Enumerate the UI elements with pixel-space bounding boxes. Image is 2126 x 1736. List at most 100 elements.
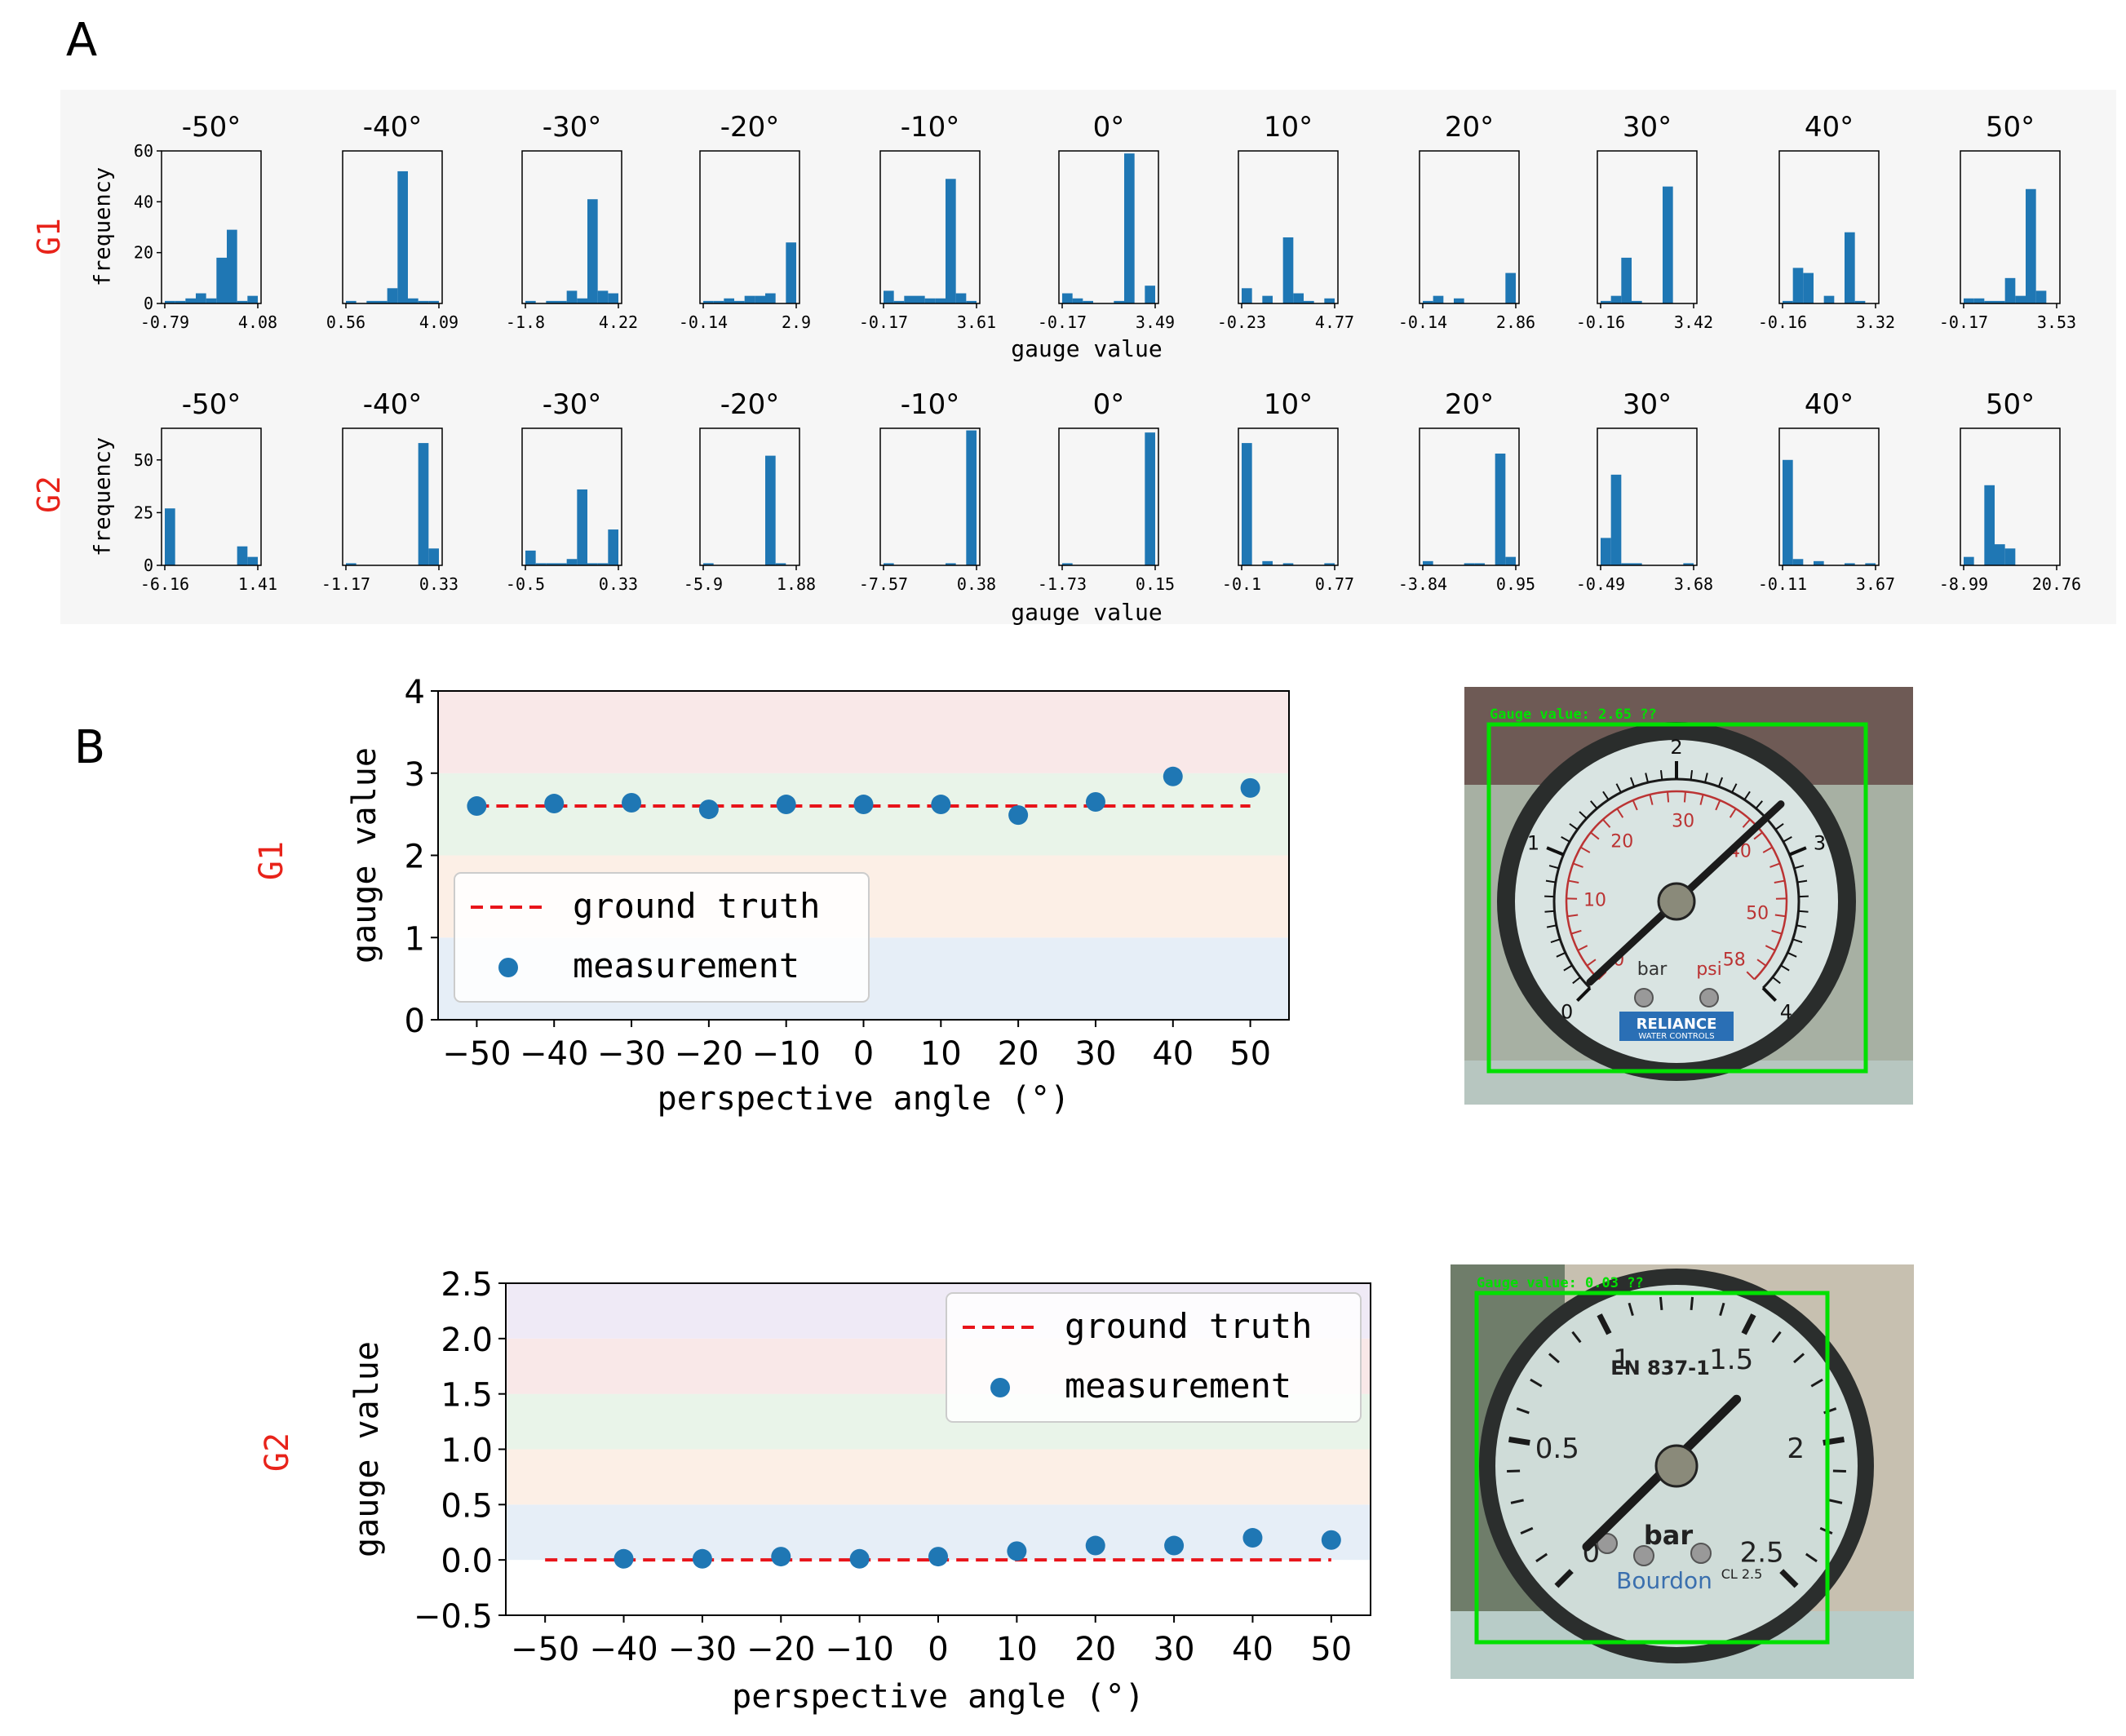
row-group-label: G1 — [31, 218, 67, 255]
dial-tick — [1690, 1296, 1694, 1310]
histogram-bar — [237, 546, 248, 565]
histogram-bar — [1663, 186, 1673, 303]
dial-tick — [1602, 818, 1611, 828]
legend: ground truth measurement — [454, 872, 870, 1003]
dial-tick — [1746, 1313, 1755, 1327]
histogram-2-2: -40° -1.17 0.33 — [321, 388, 458, 594]
dial-tick — [1772, 976, 1781, 985]
histogram-bar — [1984, 485, 1995, 565]
scatter-chart-g1: −50 −40 −30 −20 −10 0 10 20 30 40 50 0 1 2 3 4 perspecti… — [253, 674, 1290, 1118]
histogram-bar — [724, 298, 734, 303]
histogram-title: -30° — [543, 111, 602, 144]
dial-tick — [1774, 914, 1786, 918]
histogram-bar — [1145, 286, 1155, 303]
measurement-point — [1085, 1535, 1105, 1556]
x-tick-label: 0.15 — [1136, 574, 1175, 594]
dial-tick — [1516, 1407, 1530, 1415]
histogram-bar — [1242, 443, 1252, 565]
dial-tick — [1586, 959, 1597, 967]
histogram-bar — [1062, 293, 1073, 303]
measurement-point — [692, 1548, 712, 1569]
histogram-bar — [577, 298, 587, 303]
y-tick-label: −0.5 — [414, 1598, 493, 1636]
dial-tick — [1568, 879, 1579, 884]
x-tick-label: -0.1 — [1222, 574, 1261, 594]
histogram-bar — [966, 300, 977, 303]
x-tick-label: -0.17 — [859, 312, 908, 332]
x-tick-label: -0.14 — [679, 312, 728, 332]
histogram-bar — [387, 288, 398, 303]
histogram-frame — [1597, 427, 1698, 566]
histogram-bar — [428, 300, 439, 303]
histogram-bar — [1814, 560, 1824, 565]
histogram-bar — [1262, 560, 1273, 565]
dial-tick — [1774, 822, 1784, 830]
x-tick-label: 0.38 — [957, 574, 996, 594]
psi-scale-label: 30 — [1672, 811, 1694, 831]
histogram-bar — [1621, 257, 1632, 303]
histogram-bar — [1632, 563, 1642, 565]
panel-label-a: A — [66, 14, 97, 67]
screw — [1597, 1533, 1618, 1554]
histogram-bar — [703, 563, 714, 565]
x-tick-label: -0.17 — [1038, 312, 1087, 332]
histogram-title: -10° — [901, 388, 960, 421]
histogram-title: -20° — [720, 388, 780, 421]
dial-tick — [1616, 808, 1624, 818]
dial-tick — [1577, 945, 1588, 951]
psi-scale-label: 20 — [1610, 832, 1633, 852]
dial-tick — [1715, 799, 1721, 811]
histogram-bar — [346, 300, 357, 303]
x-tick-label: -6.16 — [140, 574, 189, 594]
psi-scale-label: 50 — [1746, 904, 1769, 924]
histogram-bar — [247, 295, 258, 303]
histogram-title: 10° — [1264, 111, 1313, 144]
histogram-frame — [1778, 427, 1880, 566]
x-tick-label: 4.09 — [419, 312, 458, 332]
histogram-bar — [597, 563, 609, 565]
x-tick-label: -8.99 — [1939, 574, 1988, 594]
histogram-bar — [2015, 295, 2026, 303]
dial-tick — [1582, 987, 1591, 996]
dial-tick — [1649, 794, 1654, 805]
dial-tick — [1544, 910, 1555, 913]
histogram-bar — [587, 199, 598, 303]
dial-tick — [1520, 1526, 1534, 1534]
measurement-point — [1242, 1528, 1263, 1548]
histogram-1-9: 30° -0.16 3.42 — [1576, 111, 1713, 332]
dial-tick — [1769, 862, 1781, 868]
model-label: EN 837-1 — [1610, 1357, 1710, 1380]
row-y-axis-label: frequency — [91, 167, 116, 286]
y-tick-label: 2.0 — [441, 1322, 493, 1359]
brand-label: Bourdon — [1616, 1567, 1712, 1594]
x-tick-label: 30 — [1154, 1631, 1195, 1668]
x-tick-label: 1.88 — [777, 574, 816, 594]
histogram-frame — [1960, 150, 2061, 304]
y-tick-label: 0 — [144, 294, 153, 313]
x-tick-label: 0.33 — [599, 574, 638, 594]
measurement-point — [1240, 777, 1260, 798]
y-tick-label: 1.5 — [441, 1377, 493, 1415]
histogram-2-6: 0° -1.73 0.15 — [1038, 388, 1175, 594]
measurement-point — [622, 793, 642, 813]
dial-tick — [1659, 1296, 1663, 1310]
psi-scale-label: 58 — [1723, 950, 1746, 971]
histogram-bar — [185, 298, 196, 303]
histogram-bar — [703, 300, 714, 303]
bar-scale-label: 4 — [1780, 1000, 1792, 1023]
dial-tick — [1507, 1469, 1521, 1473]
chart-group-label: G2 — [259, 1433, 296, 1472]
histogram-frame — [1778, 150, 1880, 304]
brand-sub-label: WATER CONTROLS — [1638, 1032, 1714, 1041]
histogram-bar — [1823, 295, 1835, 303]
x-tick-label: 3.67 — [1856, 574, 1895, 594]
histogram-bar — [1505, 556, 1516, 565]
histogram-bar — [1995, 544, 2005, 565]
x-tick-label: 3.68 — [1674, 574, 1713, 594]
x-tick-label: 3.32 — [1856, 312, 1895, 332]
dial-tick — [1615, 783, 1622, 793]
histogram-bar — [915, 295, 925, 303]
histogram-bar — [597, 290, 609, 303]
x-tick-label: 2.9 — [782, 312, 811, 332]
histogram-row-2: G2 frequency gauge value 0 25 50 -50° -6.16 1.41… — [31, 388, 2081, 626]
